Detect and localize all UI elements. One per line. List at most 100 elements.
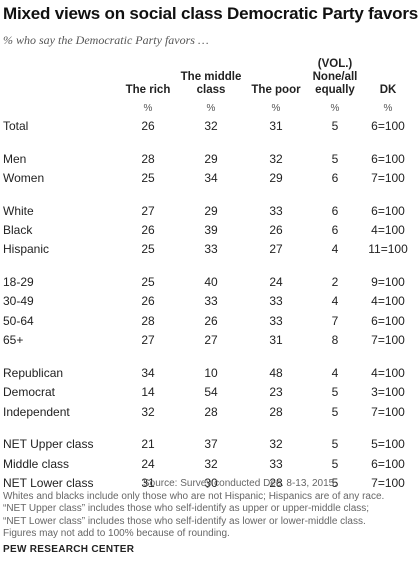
cell-poor: 23 xyxy=(269,385,283,400)
cell-none: 5 xyxy=(331,404,339,419)
row-label: Black xyxy=(3,223,33,237)
column-unit-middle: % xyxy=(206,103,216,114)
row-label: Democrat xyxy=(3,385,56,400)
cell-dk: 6=100 xyxy=(371,456,405,471)
cell-poor: 29 xyxy=(269,171,283,185)
cell-middle: 39 xyxy=(204,223,218,237)
cell-none: 2 xyxy=(331,275,339,289)
cell-middle: 33 xyxy=(204,294,218,309)
note-line: “NET Upper class” includes those who sel… xyxy=(3,503,370,514)
cell-rich: 32 xyxy=(141,404,155,419)
row-label: Men xyxy=(3,151,27,166)
note-line: Whites and blacks include only those who… xyxy=(3,490,385,502)
cell-poor: 24 xyxy=(269,275,283,289)
cell-rich: 21 xyxy=(141,437,155,452)
cell-none: 4 xyxy=(331,242,339,257)
column-unit-dk: % xyxy=(383,103,393,114)
cell-dk: 4=100 xyxy=(371,294,405,309)
cell-middle: 54 xyxy=(204,385,218,400)
cell-poor: 33 xyxy=(269,456,283,471)
cell-none: 5 xyxy=(331,385,339,400)
row-label: NET Upper class xyxy=(3,437,94,452)
column-header-line: The poor xyxy=(251,84,301,96)
cell-dk: 7=100 xyxy=(371,476,405,490)
cell-dk: 7=100 xyxy=(371,404,405,419)
column-header-line: equally xyxy=(315,84,355,96)
cell-dk: 11=100 xyxy=(368,242,408,257)
cell-middle: 28 xyxy=(204,404,218,419)
cell-middle: 37 xyxy=(204,437,218,452)
cell-rich: 26 xyxy=(141,294,155,309)
cell-none: 6 xyxy=(331,171,339,185)
row-label: Women xyxy=(3,171,45,185)
cell-poor: 26 xyxy=(269,223,283,237)
cell-dk: 7=100 xyxy=(371,333,405,348)
column-header-line: (VOL.) xyxy=(317,58,353,70)
column-header-line: DK xyxy=(379,84,397,96)
cell-rich: 34 xyxy=(141,365,155,380)
cell-rich: 31 xyxy=(141,476,155,490)
cell-dk: 6=100 xyxy=(371,151,405,166)
cell-dk: 5=100 xyxy=(371,437,405,452)
cell-dk: 4=100 xyxy=(371,223,405,237)
cell-poor: 28 xyxy=(269,476,283,490)
cell-poor: 33 xyxy=(269,313,283,328)
column-header-dk: DK xyxy=(348,84,420,97)
cell-poor: 48 xyxy=(269,365,283,380)
column-header-line: class xyxy=(196,84,226,96)
cell-middle: 29 xyxy=(204,151,218,166)
cell-none: 6 xyxy=(331,203,339,218)
cell-dk: 6=100 xyxy=(371,203,405,218)
cell-rich: 28 xyxy=(141,313,155,328)
cell-none: 4 xyxy=(331,294,339,309)
cell-middle: 34 xyxy=(204,171,218,185)
chart-subtitle: % who say the Democratic Party favors … xyxy=(3,33,209,47)
chart-title: Mixed views on social class Democratic P… xyxy=(3,4,418,23)
row-label: NET Lower class xyxy=(3,476,94,490)
cell-dk: 7=100 xyxy=(371,171,405,185)
cell-dk: 9=100 xyxy=(371,275,405,289)
cell-poor: 33 xyxy=(269,203,283,218)
note-line: Figures may not add to 100% because of r… xyxy=(3,528,230,539)
cell-poor: 27 xyxy=(269,242,283,257)
cell-none: 4 xyxy=(331,365,339,380)
row-label: 30-49 xyxy=(3,294,34,309)
cell-rich: 14 xyxy=(141,385,155,400)
row-label: 18-29 xyxy=(3,275,34,289)
cell-middle: 30 xyxy=(204,476,218,490)
cell-none: 7 xyxy=(331,313,339,328)
footer-credit: PEW RESEARCH CENTER xyxy=(3,544,135,555)
cell-none: 6 xyxy=(331,223,339,237)
cell-rich: 27 xyxy=(141,333,155,348)
cell-dk: 6=100 xyxy=(371,313,405,328)
cell-rich: 27 xyxy=(141,203,155,218)
cell-middle: 29 xyxy=(204,203,218,218)
cell-none: 5 xyxy=(331,476,339,490)
cell-middle: 32 xyxy=(204,119,218,133)
cell-middle: 26 xyxy=(204,313,218,328)
cell-rich: 25 xyxy=(141,171,155,185)
cell-rich: 25 xyxy=(141,275,155,289)
cell-middle: 27 xyxy=(204,333,218,348)
cell-none: 5 xyxy=(331,437,339,452)
cell-none: 5 xyxy=(331,119,339,133)
cell-dk: 3=100 xyxy=(371,385,405,400)
row-label: Middle class xyxy=(3,456,70,471)
column-header-none: (VOL.) None/all equally xyxy=(295,58,375,97)
cell-rich: 26 xyxy=(141,223,155,237)
column-header-line: The middle xyxy=(180,71,242,83)
column-header-rich: The rich xyxy=(108,84,188,97)
cell-poor: 32 xyxy=(269,437,283,452)
source-note: Source: Survey conducted Dec. 8-13, 2015… xyxy=(143,478,338,489)
cell-middle: 32 xyxy=(204,456,218,471)
column-unit-poor: % xyxy=(271,103,281,114)
row-label: White xyxy=(3,203,34,218)
cell-rich: 25 xyxy=(141,242,155,257)
row-label: 65+ xyxy=(3,333,24,348)
cell-poor: 32 xyxy=(269,151,283,166)
column-header-line: None/all xyxy=(312,71,358,83)
cell-rich: 26 xyxy=(141,119,155,133)
row-label: Hispanic xyxy=(3,242,50,257)
row-label: 50-64 xyxy=(3,313,34,328)
cell-poor: 28 xyxy=(269,404,283,419)
